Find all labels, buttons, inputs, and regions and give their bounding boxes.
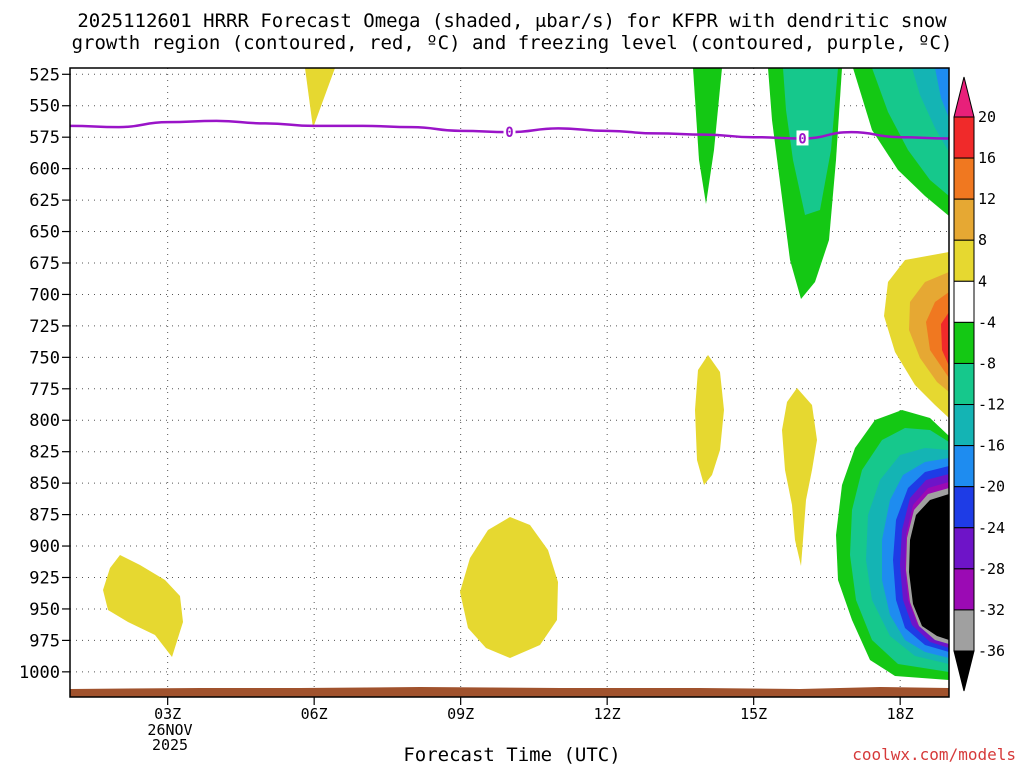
colorbar-segment: [953, 404, 975, 447]
colorbar-segment: [953, 568, 975, 611]
omega-shading: [103, 68, 949, 680]
x-tick-label: 09Z: [447, 705, 474, 723]
colorbar-bottom-arrow: [953, 650, 975, 692]
colorbar-segment: [953, 609, 975, 652]
date-year: 2025: [151, 736, 189, 754]
colorbar-label: -12: [978, 396, 1005, 414]
colorbar-segment: [953, 198, 975, 241]
colorbar-segment: [953, 445, 975, 488]
plot-frame: [69, 67, 950, 698]
colorbar-label: -16: [978, 437, 1005, 455]
y-tick-label: 525: [29, 65, 60, 85]
colorbar-segment: [953, 280, 975, 323]
title-line-1: 2025112601 HRRR Forecast Omega (shaded, …: [77, 10, 947, 32]
x-tick-label: 03Z: [154, 705, 181, 723]
colorbar-top-arrow: [953, 76, 975, 118]
terrain-surface: [70, 687, 949, 697]
freezing-level-label: 0: [798, 131, 806, 147]
y-tick-label: 650: [29, 223, 60, 243]
y-axis: 525 550 575 600 625 650 675 700 725 750 775 800 825 8…: [19, 65, 70, 683]
colorbar-label: -36: [978, 642, 1005, 660]
y-tick-label: 600: [29, 160, 60, 180]
y-tick-label: 550: [29, 97, 60, 117]
freezing-level-label-bg: [796, 130, 809, 146]
x-tick-label: 12Z: [594, 705, 621, 723]
colorbar-label: -4: [978, 313, 996, 331]
y-tick-label: 800: [29, 411, 60, 431]
y-tick-label: 750: [29, 348, 60, 368]
colorbar-segment: [953, 239, 975, 282]
y-tick-label: 1000: [19, 663, 60, 683]
colorbar-segment: [953, 321, 975, 364]
colorbar-label: 16: [978, 149, 996, 167]
y-tick-label: 725: [29, 317, 60, 337]
x-axis: 03Z 06Z 09Z 12Z 15Z 18Z: [154, 697, 914, 723]
y-tick-label: 700: [29, 285, 60, 305]
y-tick-label: 875: [29, 506, 60, 526]
y-tick-label: 950: [29, 600, 60, 620]
x-axis-label: Forecast Time (UTC): [403, 744, 621, 766]
y-tick-label: 925: [29, 568, 60, 588]
omega-region: [460, 517, 558, 658]
colorbar-segment: [953, 362, 975, 406]
omega-region: [935, 68, 949, 118]
colorbar-label: -24: [978, 519, 1005, 537]
y-tick-label: 675: [29, 254, 60, 274]
omega-region: [941, 312, 949, 366]
omega-region: [103, 555, 183, 657]
y-tick-label: 625: [29, 191, 60, 211]
colorbar-segment: [953, 157, 975, 200]
omega-region: [909, 494, 949, 640]
colorbar-segment: [953, 116, 975, 159]
y-tick-label: 575: [29, 128, 60, 148]
colorbar-label: 20: [978, 108, 996, 126]
omega-region: [783, 68, 838, 215]
date-day: 26NOV: [147, 721, 193, 739]
colorbar-label: -8: [978, 354, 996, 372]
x-tick-label: 06Z: [301, 705, 328, 723]
chart-title: 2025112601 HRRR Forecast Omega (shaded, …: [0, 10, 1024, 54]
y-tick-label: 900: [29, 537, 60, 557]
y-tick-label: 975: [29, 631, 60, 651]
colorbar-segment: [953, 527, 975, 570]
omega-region: [695, 355, 724, 485]
omega-region: [782, 388, 817, 566]
x-tick-label: 18Z: [887, 705, 914, 723]
colorbar: 20 16 12 8 4 -4 -8 -12 -16 -20 -24 -28 -32 -36: [953, 76, 1005, 692]
colorbar-label: -32: [978, 601, 1005, 619]
colorbar-label: 12: [978, 190, 996, 208]
colorbar-segment: [953, 486, 975, 529]
site-credit: coolwx.com/models: [852, 745, 1016, 764]
colorbar-label: 4: [978, 272, 987, 290]
omega-region: [926, 292, 949, 378]
omega-region: [305, 68, 335, 128]
omega-region: [693, 68, 722, 204]
y-tick-label: 775: [29, 380, 60, 400]
title-line-2: growth region (contoured, red, ºC) and f…: [71, 32, 953, 54]
freezing-level-label: 0: [505, 125, 513, 141]
colorbar-label: -20: [978, 478, 1005, 496]
colorbar-label: -28: [978, 560, 1005, 578]
x-tick-label: 15Z: [740, 705, 767, 723]
colorbar-label: 8: [978, 231, 987, 249]
freezing-level-label-bg: [503, 124, 516, 140]
y-tick-label: 825: [29, 443, 60, 463]
y-tick-label: 850: [29, 474, 60, 494]
